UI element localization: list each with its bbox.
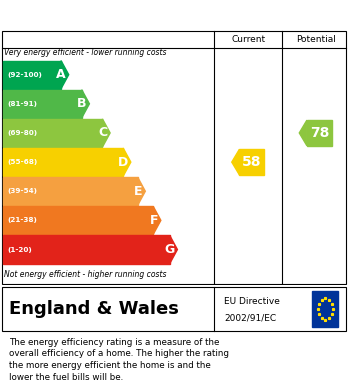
Bar xyxy=(3,235,170,264)
Polygon shape xyxy=(138,177,145,205)
Text: A: A xyxy=(56,68,66,81)
Text: F: F xyxy=(150,214,158,227)
Polygon shape xyxy=(232,149,239,175)
Text: Current: Current xyxy=(231,35,265,44)
Text: (39-54): (39-54) xyxy=(7,188,37,194)
Text: (69-80): (69-80) xyxy=(7,130,37,136)
Text: England & Wales: England & Wales xyxy=(9,300,179,318)
Polygon shape xyxy=(102,119,110,147)
Text: Not energy efficient - higher running costs: Not energy efficient - higher running co… xyxy=(4,270,167,279)
Bar xyxy=(3,148,123,176)
Text: 78: 78 xyxy=(310,126,329,140)
Text: (21-38): (21-38) xyxy=(7,217,37,223)
Text: D: D xyxy=(118,156,128,169)
Polygon shape xyxy=(170,235,177,264)
Text: (1-20): (1-20) xyxy=(7,246,32,253)
Text: C: C xyxy=(98,126,107,140)
Bar xyxy=(3,206,153,235)
Bar xyxy=(3,61,61,89)
Polygon shape xyxy=(82,90,89,118)
Text: G: G xyxy=(164,243,175,256)
Text: B: B xyxy=(77,97,87,110)
Text: (92-100): (92-100) xyxy=(7,72,42,78)
Text: Energy Efficiency Rating: Energy Efficiency Rating xyxy=(9,7,230,23)
Text: Very energy efficient - lower running costs: Very energy efficient - lower running co… xyxy=(4,48,167,57)
Bar xyxy=(313,291,338,327)
Text: E: E xyxy=(134,185,143,198)
Text: EU Directive: EU Directive xyxy=(224,297,280,306)
Bar xyxy=(239,149,264,175)
Bar xyxy=(3,177,138,205)
Bar xyxy=(3,119,102,147)
Text: 58: 58 xyxy=(242,155,262,169)
Bar xyxy=(3,90,82,118)
Text: Potential: Potential xyxy=(296,35,335,44)
Polygon shape xyxy=(123,148,131,176)
Text: (55-68): (55-68) xyxy=(7,159,37,165)
Text: (81-91): (81-91) xyxy=(7,101,37,107)
Text: 2002/91/EC: 2002/91/EC xyxy=(224,313,277,322)
Text: The energy efficiency rating is a measure of the
overall efficiency of a home. T: The energy efficiency rating is a measur… xyxy=(9,338,229,382)
Bar xyxy=(307,120,332,146)
Polygon shape xyxy=(299,120,307,146)
Polygon shape xyxy=(61,61,69,89)
Polygon shape xyxy=(153,206,161,235)
